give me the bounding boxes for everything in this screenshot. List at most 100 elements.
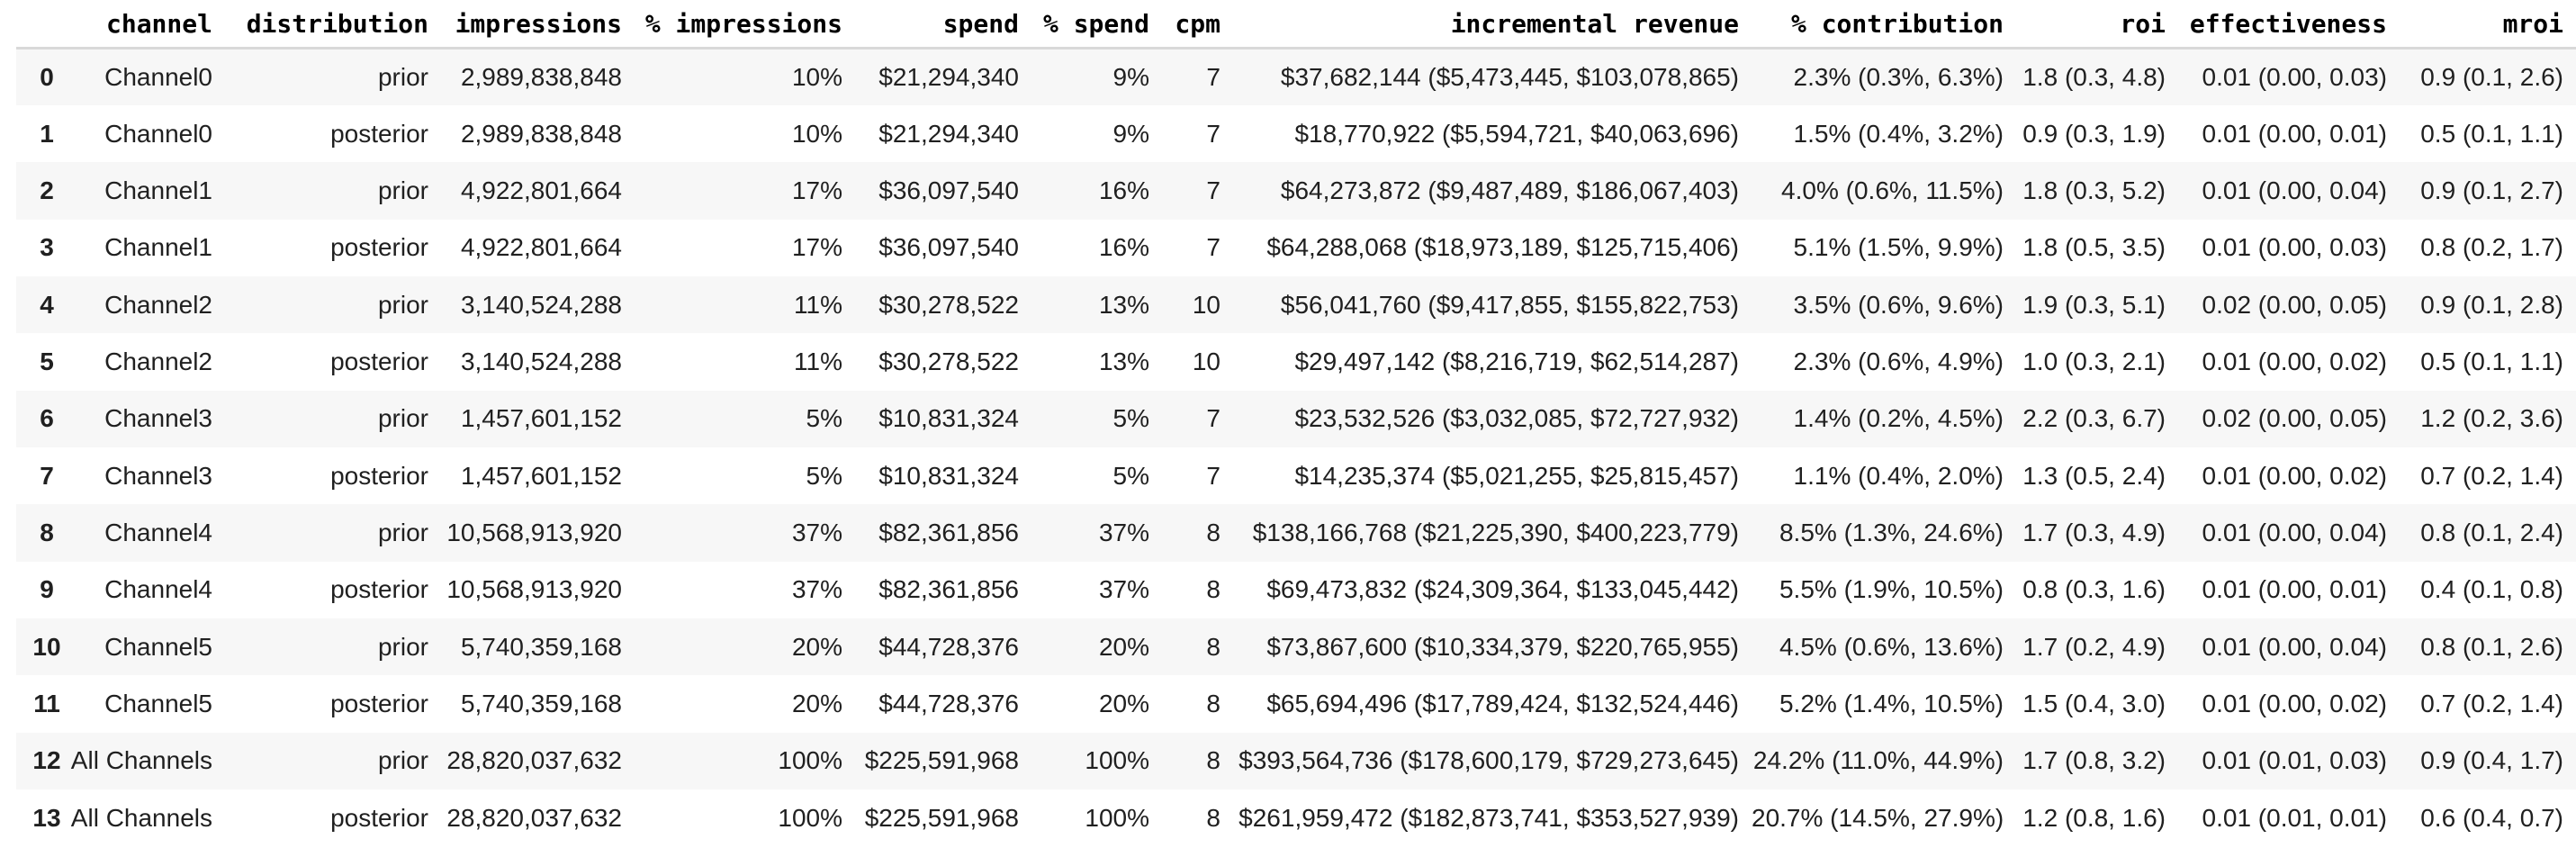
cell-incremental-revenue: $64,273,872 ($9,487,489, $186,067,403) [1280,176,1739,204]
table-row: 12 All Channels prior 28,820,037,632 100… [16,732,2576,789]
cell-effectiveness: 0.02 (0.00, 0.05) [2202,404,2387,433]
cell-mroi: 0.9 (0.1, 2.8) [2420,290,2563,319]
cell-distribution: posterior [330,803,428,832]
cell-pct-spend: 100% [1085,746,1149,775]
row-index: 0 [40,62,54,91]
cell-cpm: 7 [1206,461,1220,490]
cell-effectiveness: 0.01 (0.00, 0.03) [2202,62,2387,91]
cell-impressions: 1,457,601,152 [460,461,622,490]
cell-spend: $82,361,856 [878,575,1019,604]
cell-effectiveness: 0.02 (0.00, 0.05) [2202,290,2387,319]
col-header-cpm: cpm [1162,0,1233,50]
col-header-impressions: impressions [441,0,635,50]
cell-incremental-revenue: $69,473,832 ($24,309,364, $133,045,442) [1266,575,1739,604]
table-row: 9 Channel4 posterior 10,568,913,920 37% … [16,562,2576,618]
cell-effectiveness: 0.01 (0.00, 0.02) [2202,347,2387,375]
cell-channel: Channel1 [104,233,212,262]
cell-pct-contribution: 1.4% (0.2%, 4.5%) [1793,404,2004,433]
cell-distribution: posterior [330,119,428,148]
cell-roi: 1.8 (0.5, 3.5) [2022,233,2166,262]
cell-channel: All Channels [70,746,212,775]
cell-pct-impressions: 20% [791,689,842,717]
table-row: 7 Channel3 posterior 1,457,601,152 5% $1… [16,447,2576,504]
cell-incremental-revenue: $29,497,142 ($8,216,719, $62,514,287) [1294,347,1739,375]
cell-incremental-revenue: $37,682,144 ($5,473,445, $103,078,865) [1280,62,1739,91]
cell-pct-contribution: 3.5% (0.6%, 9.6%) [1793,290,2004,319]
cell-mroi: 0.5 (0.1, 1.1) [2420,347,2563,375]
cell-pct-contribution: 20.7% (14.5%, 27.9%) [1752,803,2004,832]
cell-spend: $21,294,340 [878,62,1019,91]
cell-impressions: 10,568,913,920 [446,518,622,546]
cell-channel: Channel0 [104,62,212,91]
cell-mroi: 0.9 (0.1, 2.6) [2420,62,2563,91]
header-row: channel distribution impressions % impre… [16,0,2576,50]
cell-mroi: 1.2 (0.2, 3.6) [2420,404,2563,433]
cell-pct-impressions: 100% [778,746,842,775]
cell-pct-impressions: 17% [791,233,842,262]
cell-roi: 1.9 (0.3, 5.1) [2022,290,2166,319]
cell-roi: 1.0 (0.3, 2.1) [2022,347,2166,375]
table-row: 13 All Channels posterior 28,820,037,632… [16,789,2576,846]
cell-roi: 1.7 (0.8, 3.2) [2022,746,2166,775]
cell-distribution: posterior [330,689,428,717]
cell-pct-spend: 20% [1098,632,1149,661]
cell-incremental-revenue: $64,288,068 ($18,973,189, $125,715,406) [1266,233,1739,262]
table-row: 3 Channel1 posterior 4,922,801,664 17% $… [16,220,2576,276]
cell-spend: $82,361,856 [878,518,1019,546]
cell-pct-spend: 9% [1112,62,1149,91]
cell-roi: 1.5 (0.4, 3.0) [2022,689,2166,717]
cell-effectiveness: 0.01 (0.00, 0.03) [2202,233,2387,262]
cell-impressions: 2,989,838,848 [460,119,622,148]
table-row: 10 Channel5 prior 5,740,359,168 20% $44,… [16,618,2576,676]
cell-pct-impressions: 20% [791,632,842,661]
cell-cpm: 7 [1206,233,1220,262]
cell-spend: $225,591,968 [864,746,1019,775]
col-header-mroi: mroi [2400,0,2576,50]
cell-mroi: 0.8 (0.1, 2.4) [2420,518,2563,546]
cell-incremental-revenue: $14,235,374 ($5,021,255, $25,815,457) [1294,461,1739,490]
cell-roi: 2.2 (0.3, 6.7) [2022,404,2166,433]
cell-pct-spend: 9% [1112,119,1149,148]
cell-incremental-revenue: $56,041,760 ($9,417,855, $155,822,753) [1280,290,1739,319]
cell-cpm: 10 [1192,347,1220,375]
cell-pct-contribution: 8.5% (1.3%, 24.6%) [1779,518,2004,546]
cell-roi: 1.2 (0.8, 1.6) [2022,803,2166,832]
cell-impressions: 5,740,359,168 [460,632,622,661]
cell-pct-impressions: 5% [806,404,842,433]
cell-impressions: 4,922,801,664 [460,176,622,204]
cell-channel: Channel3 [104,404,212,433]
table-row: 2 Channel1 prior 4,922,801,664 17% $36,0… [16,162,2576,220]
cell-channel: Channel0 [104,119,212,148]
cell-incremental-revenue: $18,770,922 ($5,594,721, $40,063,696) [1294,119,1739,148]
cell-channel: Channel4 [104,575,212,604]
col-header-pct-contribution: % contribution [1752,0,2016,50]
row-index: 6 [40,404,54,433]
cell-mroi: 0.9 (0.4, 1.7) [2420,746,2563,775]
cell-pct-impressions: 10% [791,62,842,91]
cell-spend: $44,728,376 [878,689,1019,717]
cell-spend: $30,278,522 [878,347,1019,375]
cell-effectiveness: 0.01 (0.00, 0.04) [2202,176,2387,204]
cell-mroi: 0.8 (0.2, 1.7) [2420,233,2563,262]
cell-roi: 1.7 (0.2, 4.9) [2022,632,2166,661]
cell-impressions: 10,568,913,920 [446,575,622,604]
row-index: 8 [40,518,54,546]
col-header-spend: spend [855,0,1031,50]
table-row: 8 Channel4 prior 10,568,913,920 37% $82,… [16,504,2576,562]
row-index: 10 [32,632,61,661]
cell-distribution: prior [377,632,428,661]
cell-pct-spend: 20% [1098,689,1149,717]
cell-distribution: prior [377,746,428,775]
cell-pct-impressions: 100% [778,803,842,832]
cell-distribution: posterior [330,347,428,375]
col-header-incremental-revenue: incremental revenue [1233,0,1752,50]
table-row: 5 Channel2 posterior 3,140,524,288 11% $… [16,333,2576,390]
cell-distribution: prior [377,404,428,433]
cell-incremental-revenue: $73,867,600 ($10,334,379, $220,765,955) [1266,632,1739,661]
cell-spend: $10,831,324 [878,404,1019,433]
cell-distribution: prior [377,518,428,546]
cell-distribution: prior [377,176,428,204]
cell-impressions: 2,989,838,848 [460,62,622,91]
